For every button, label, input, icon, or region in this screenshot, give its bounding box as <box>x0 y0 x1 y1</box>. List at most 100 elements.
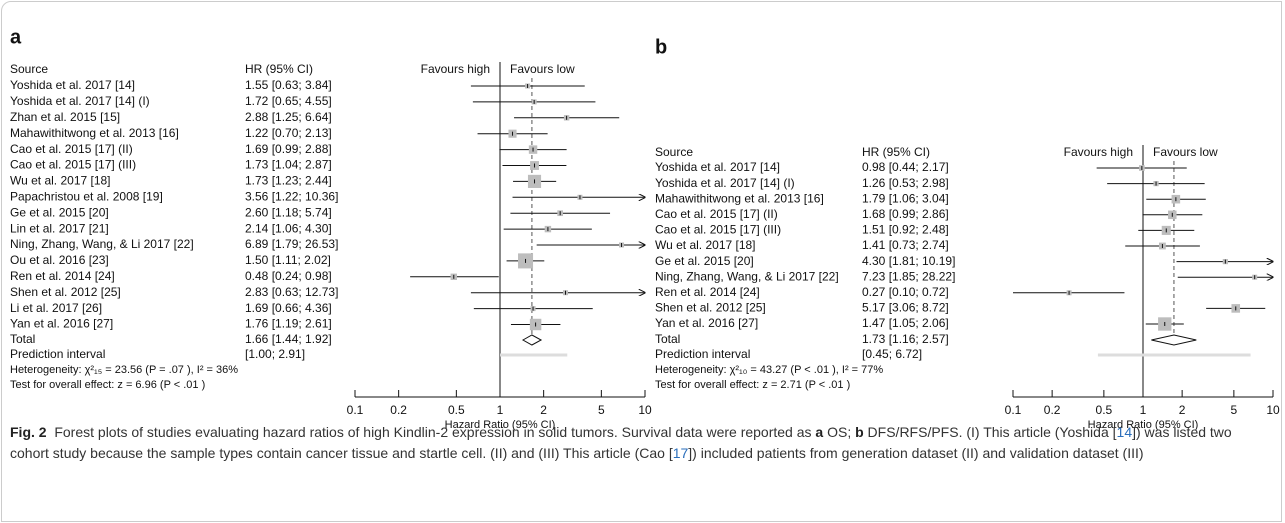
hr-label: 4.30 [1.81; 10.19] <box>862 254 955 268</box>
heterogeneity: Heterogeneity: χ²₁₅ = 23.56 (P = .07 ), … <box>10 364 238 376</box>
x-tick-label: 5 <box>598 403 605 417</box>
hr-label: 1.79 [1.06; 3.04] <box>862 191 949 205</box>
hr-label: 2.88 [1.25; 6.64] <box>245 110 332 124</box>
hr-label: 1.26 [0.53; 2.98] <box>862 176 949 190</box>
x-tick-label: 0.2 <box>1044 403 1061 417</box>
prediction-label: Prediction interval <box>655 347 750 361</box>
hr-label: 1.22 [0.70; 2.13] <box>245 126 332 140</box>
total-label: Total <box>655 332 680 346</box>
study-name: Cao et al. 2015 [17] (II) <box>655 207 778 221</box>
x-tick-label: 0.1 <box>1005 403 1022 417</box>
favours-label: Favours high <box>421 62 490 76</box>
study-name: Papachristou et al. 2008 [19] <box>10 189 163 203</box>
hr-label: 7.23 [1.85; 28.22] <box>862 269 955 283</box>
favours-label: Favours low <box>510 62 575 76</box>
x-tick-label: 0.5 <box>1096 403 1113 417</box>
hr-label: 1.69 [0.66; 4.36] <box>245 301 332 315</box>
study-name: Cao et al. 2015 [17] (II) <box>10 142 133 156</box>
study-name: Li et al. 2017 [26] <box>10 301 102 315</box>
study-name: Shen et al. 2012 [25] <box>10 285 121 299</box>
hr-label: 1.73 [1.23; 2.44] <box>245 174 332 188</box>
column-header: Source <box>655 145 693 159</box>
total-diamond <box>1151 334 1197 346</box>
caption-text: 14 <box>1116 424 1133 440</box>
x-tick-label: 10 <box>1266 403 1280 417</box>
x-tick-label: 0.5 <box>448 403 465 417</box>
study-name: Wu et al. 2017 [18] <box>655 238 756 252</box>
study-name: Ou et al. 2016 [23] <box>10 253 109 267</box>
x-tick-label: 2 <box>540 403 547 417</box>
hr-label: 1.50 [1.11; 2.02] <box>245 253 331 267</box>
hr-label: 1.47 [1.05; 2.06] <box>862 316 949 330</box>
hr-label: 3.56 [1.22; 10.36] <box>245 189 338 203</box>
study-name: Yoshida et al. 2017 [14] <box>10 78 135 92</box>
hr-label: 1.68 [0.99; 2.86] <box>862 207 949 221</box>
study-name: Yoshida et al. 2017 [14] (I) <box>10 94 150 108</box>
hr-label: 1.72 [0.65; 4.55] <box>245 94 332 108</box>
study-name: Mahawithitwong et al. 2013 [16] <box>655 191 824 205</box>
caption-text: OS; <box>823 424 856 440</box>
study-name: Yoshida et al. 2017 [14] (I) <box>655 176 795 190</box>
study-name: Ren et al. 2014 [24] <box>655 285 760 299</box>
caption-text: b <box>855 424 864 440</box>
study-name: Ning, Zhang, Wang, & Li 2017 [22] <box>10 237 194 251</box>
column-header: HR (95% CI) <box>862 145 930 159</box>
overall-test: Test for overall effect: z = 6.96 (P < .… <box>10 379 205 391</box>
column-header: Source <box>10 62 48 76</box>
hr-label: 2.83 [0.63; 12.73] <box>245 285 338 299</box>
study-name: Wu et al. 2017 [18] <box>10 174 111 188</box>
study-name: Ge et al. 2015 [20] <box>10 205 109 219</box>
hr-label: 0.98 [0.44; 2.17] <box>862 160 949 174</box>
heterogeneity: Heterogeneity: χ²₁₀ = 43.27 (P < .01 ), … <box>655 364 883 376</box>
panel-label: a <box>10 26 22 48</box>
x-axis-label: Hazard Ratio (95% CI) <box>1088 419 1199 430</box>
hr-label: 5.17 [3.06; 8.72] <box>862 301 949 315</box>
caption-text: ]) included patients from generation dat… <box>688 445 1144 461</box>
caption-text: ]) was listed two cohort study because t… <box>10 424 1236 461</box>
hr-label: 1.73 [1.04; 2.87] <box>245 158 332 172</box>
hr-label: 1.55 [0.63; 3.84] <box>245 78 332 92</box>
study-name: Cao et al. 2015 [17] (III) <box>655 223 781 237</box>
caption: Fig. 2 Forest plots of studies evaluatin… <box>10 422 1272 464</box>
study-name: Yan et al. 2016 [27] <box>655 316 758 330</box>
x-tick-label: 0.1 <box>347 403 364 417</box>
panel-label: b <box>655 36 667 58</box>
hr-label: 0.48 [0.24; 0.98] <box>245 269 332 283</box>
study-name: Shen et al. 2012 [25] <box>655 301 766 315</box>
hr-label: 2.60 [1.18; 5.74] <box>245 205 332 219</box>
study-name: Ren et al. 2014 [24] <box>10 269 115 283</box>
hr-label: 1.41 [0.73; 2.74] <box>862 238 949 252</box>
study-name: Yoshida et al. 2017 [14] <box>655 160 780 174</box>
total-label: Total <box>10 332 35 346</box>
total-value: 1.66 [1.44; 1.92] <box>245 332 332 346</box>
total-diamond <box>521 334 543 346</box>
hr-label: 2.14 [1.06; 4.30] <box>245 221 332 235</box>
overall-test: Test for overall effect: z = 2.71 (P < .… <box>655 379 850 391</box>
study-name: Ning, Zhang, Wang, & Li 2017 [22] <box>655 269 839 283</box>
caption-text: DFS/RFS/PFS. (I) This article (Yoshida [ <box>863 424 1117 440</box>
favours-label: Favours low <box>1153 145 1218 159</box>
x-tick-label: 10 <box>638 403 652 417</box>
prediction-label: Prediction interval <box>10 347 105 361</box>
total-value: 1.73 [1.16; 2.57] <box>862 332 949 346</box>
chart: a Source HR (95% CI) Favours high Favours lo… <box>10 26 1280 430</box>
x-tick-label: 0.2 <box>390 403 407 417</box>
caption-text: Fig. 2 <box>10 424 47 440</box>
hr-label: 0.27 [0.10; 0.72] <box>862 285 949 299</box>
study-name: Ge et al. 2015 [20] <box>655 254 754 268</box>
hr-label: 1.69 [0.99; 2.88] <box>245 142 332 156</box>
x-tick-label: 5 <box>1231 403 1238 417</box>
prediction-value: [0.45; 6.72] <box>862 347 922 361</box>
study-name: Cao et al. 2015 [17] (III) <box>10 158 136 172</box>
favours-label: Favours high <box>1064 145 1133 159</box>
study-name: Zhan et al. 2015 [15] <box>10 110 120 124</box>
column-header: HR (95% CI) <box>245 62 313 76</box>
prediction-value: [1.00; 2.91] <box>245 347 305 361</box>
x-tick-label: 2 <box>1179 403 1186 417</box>
caption-text: 17 <box>672 445 689 461</box>
study-name: Lin et al. 2017 [21] <box>10 221 109 235</box>
hr-label: 1.76 [1.19; 2.61] <box>245 317 332 331</box>
caption-text: Forest plots of studies evaluating hazar… <box>46 424 816 440</box>
